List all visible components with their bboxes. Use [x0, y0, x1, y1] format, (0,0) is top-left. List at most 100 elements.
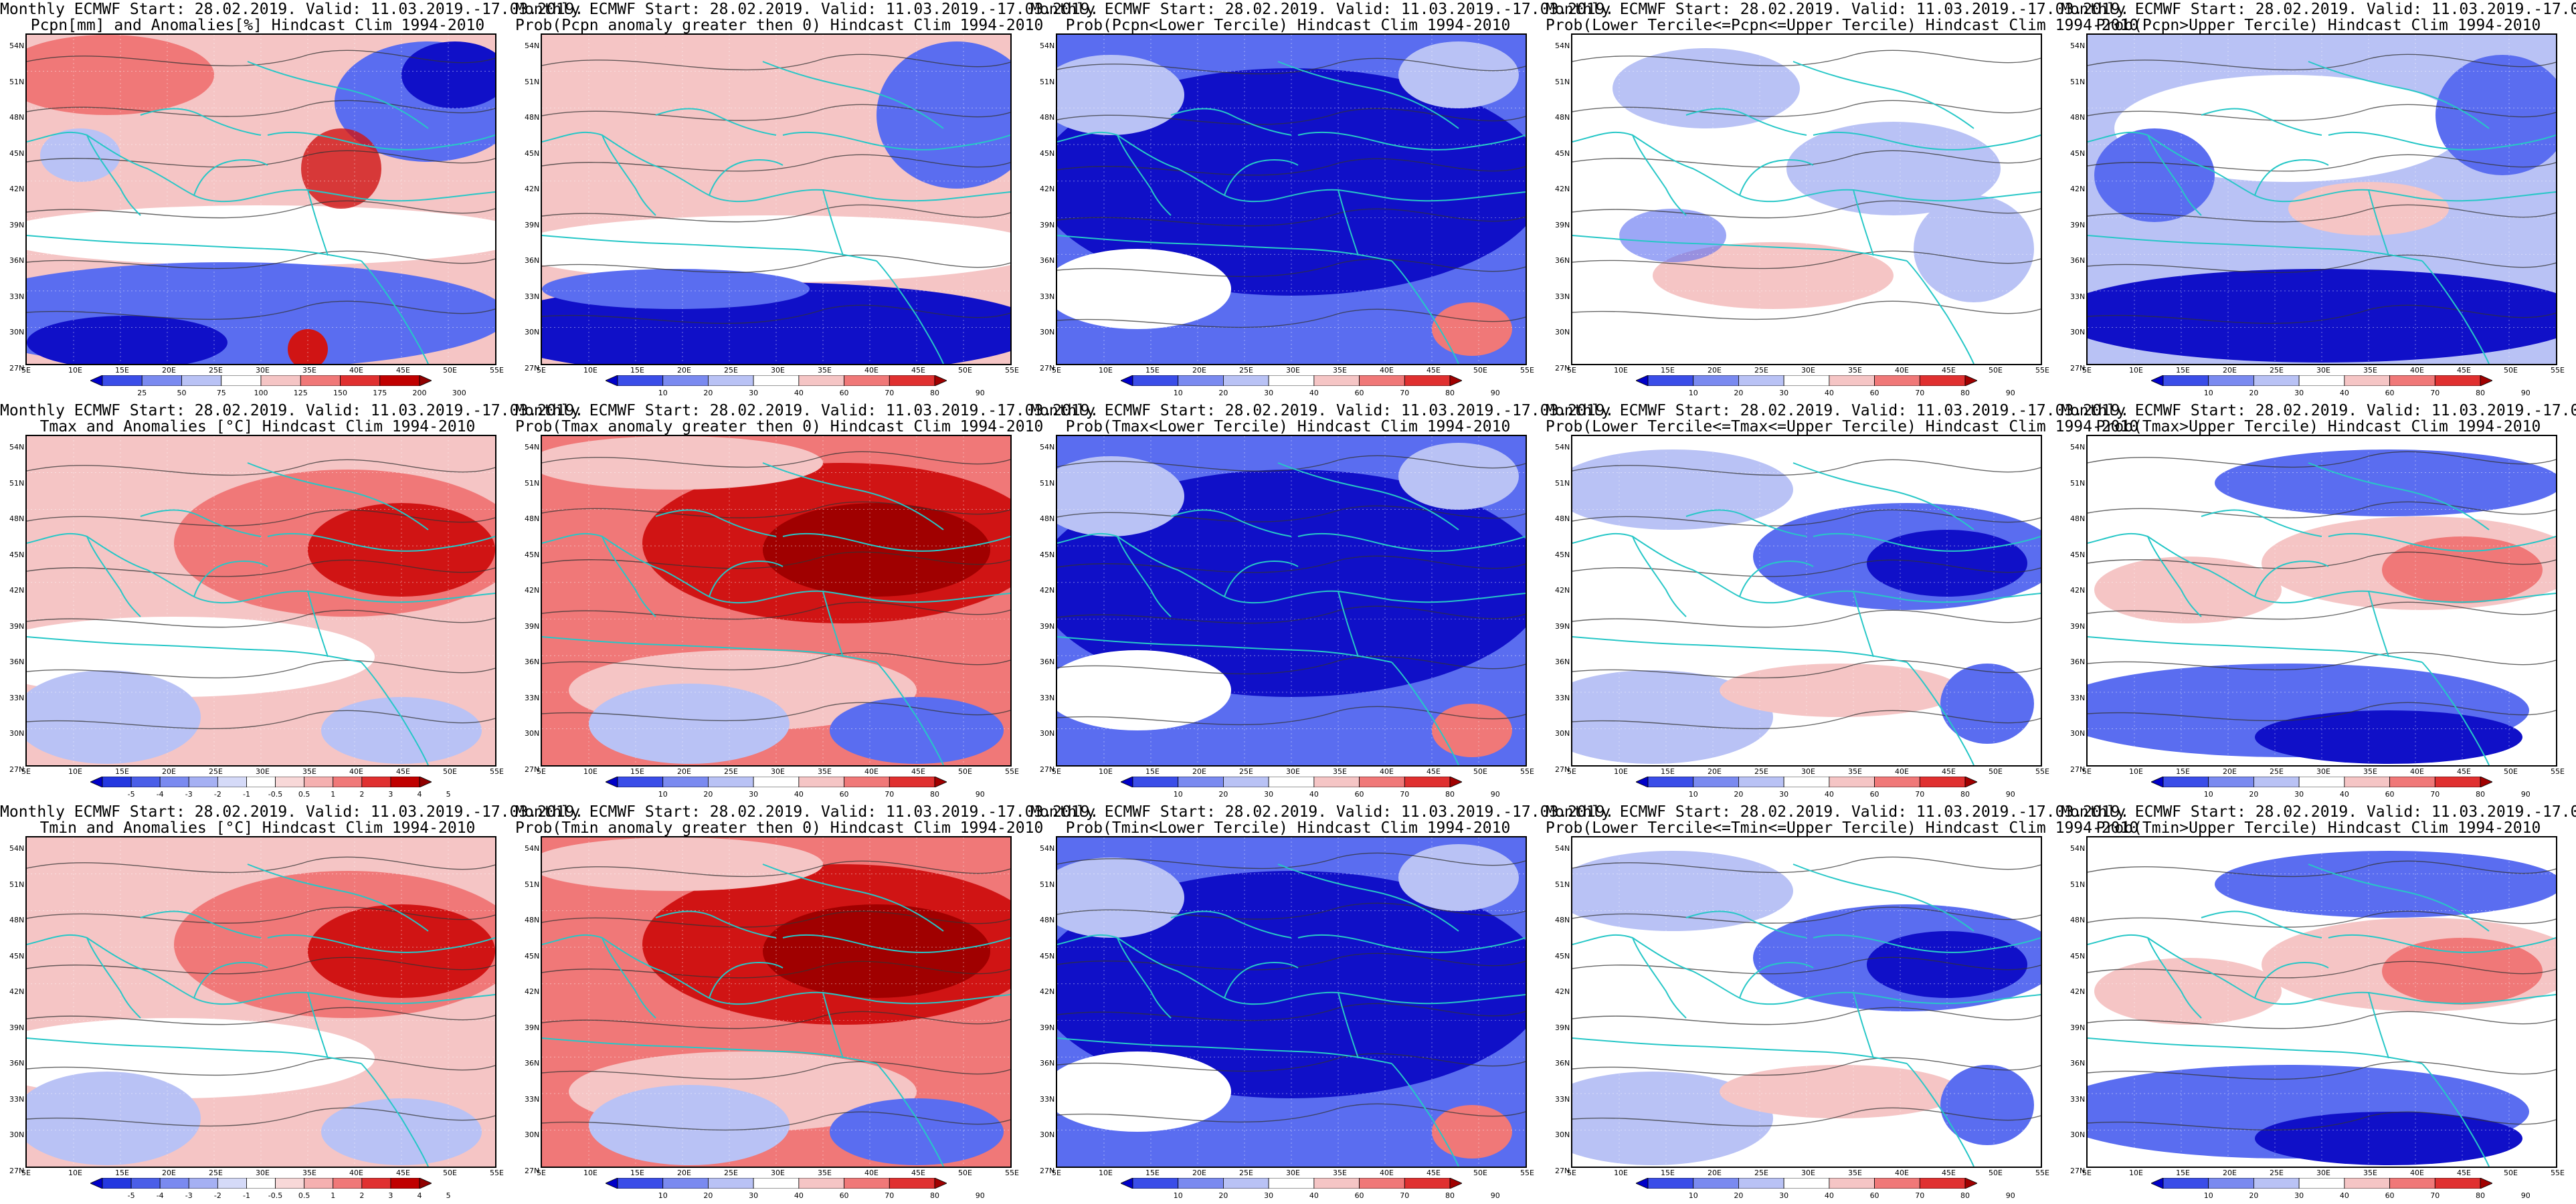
coastline — [542, 1037, 877, 1064]
coastline — [2254, 159, 2329, 196]
forecast-map-panel: Monthly ECMWF Start: 28.02.2019. Valid: … — [1030, 0, 1614, 401]
probability-low-area — [2255, 1112, 2522, 1165]
colorbar-swatch — [1178, 375, 1224, 386]
forecast-map-panel: Monthly ECMWF Start: 28.02.2019. Valid: … — [1546, 803, 2138, 1204]
latitude-tick-label: 45N — [9, 951, 25, 961]
latitude-tick-label: 45N — [1040, 148, 1055, 158]
longitude-tick-label: 50E — [958, 366, 972, 375]
coastline — [27, 636, 362, 663]
colorbar-swatch — [844, 375, 890, 386]
latitude-tick-label: 39N — [2070, 220, 2086, 229]
latitude-tick-label: 39N — [525, 621, 540, 631]
contour-line — [542, 204, 1010, 223]
colorbar-swatch — [1359, 1178, 1405, 1189]
map-area — [1571, 836, 2042, 1168]
longitude-tick-label: 5E — [537, 1169, 546, 1177]
colorbar-label: 30 — [749, 1191, 759, 1200]
coastline — [876, 260, 944, 364]
contour-line — [1057, 852, 1526, 870]
latitude-tick-label: 42N — [1040, 185, 1055, 193]
latitude-tick-label: 48N — [2070, 514, 2086, 523]
latitude-tick-label: 36N — [1555, 658, 1570, 666]
colorbar-swatch — [90, 1178, 103, 1189]
longitude-tick-label: 40E — [1895, 1169, 1909, 1177]
longitude-tick-label: 30E — [2316, 767, 2330, 776]
coastline — [762, 864, 944, 932]
colorbar-label: 60 — [839, 1191, 849, 1200]
longitude-tick-label: 35E — [1848, 1169, 1862, 1177]
coastline — [1572, 131, 2041, 203]
colorbar-label: 10 — [1173, 1191, 1183, 1200]
longitude-tick-label: 25E — [1754, 1169, 1768, 1177]
longitude-tick-label: 35E — [1333, 1169, 1347, 1177]
longitude-tick-label: 20E — [162, 366, 176, 375]
latitude-tick-label: 48N — [9, 113, 25, 122]
coastline — [267, 934, 495, 953]
coastline — [140, 910, 262, 938]
coastline — [1057, 1037, 1392, 1064]
colorbar-swatch — [1121, 777, 1133, 787]
colorbar-swatch — [188, 1178, 218, 1189]
contour-line — [27, 957, 495, 975]
contour-line — [1057, 902, 1526, 920]
probability-low-area — [1572, 449, 1793, 530]
latitude-tick-label: 36N — [2070, 256, 2086, 265]
longitude-tick-label: 45E — [911, 1169, 925, 1177]
forecast-map-panel: Monthly ECMWF Start: 28.02.2019. Valid: … — [1546, 0, 2138, 401]
longitude-tick-label: 30E — [256, 767, 270, 776]
probability-high-area — [1432, 1105, 1512, 1159]
contour-line — [542, 1011, 1010, 1029]
probability-neutral-area — [1057, 1051, 1231, 1132]
latitude-tick-label: 39N — [1555, 220, 1570, 229]
map-area — [2086, 836, 2557, 1168]
contour-line — [27, 559, 495, 577]
coastline — [602, 937, 656, 1019]
coastline — [542, 532, 1010, 604]
colorbar-label: 70 — [1400, 1191, 1410, 1200]
contour-line — [27, 509, 495, 526]
contour-line — [27, 1107, 495, 1127]
longitude-tick-label: 25E — [724, 767, 738, 776]
longitude-tick-label: 5E — [1052, 1169, 1061, 1177]
colorbar-label: 20 — [703, 790, 713, 799]
longitude-tick-label: 35E — [2363, 366, 2377, 375]
contour-line — [2088, 154, 2556, 172]
latitude-tick-label: 54N — [525, 41, 540, 50]
contour-line — [2088, 304, 2556, 324]
colorbar-label: 10 — [1688, 389, 1698, 397]
latitude-tick-label: 54N — [1040, 41, 1055, 50]
panel-title: Monthly ECMWF Start: 28.02.2019. Valid: … — [2061, 402, 2576, 419]
longitude-tick-label: 50E — [1473, 767, 1487, 776]
coastline — [1170, 910, 1292, 938]
colorbar: 10 20 30 40 60 70 80 90 — [1636, 777, 2015, 799]
panel-subtitle: Prob(Tmax<Lower Tercile) Hindcast Clim 1… — [1065, 418, 1511, 435]
latitude-tick-label: 39N — [2070, 1023, 2086, 1032]
contour-line — [1572, 1057, 2041, 1076]
forecast-map-panel: Monthly ECMWF Start: 28.02.2019. Valid: … — [0, 803, 583, 1204]
latitude-tick-label: 36N — [1040, 1059, 1055, 1068]
longitude-tick-label: 35E — [302, 366, 316, 375]
latitude-tick-label: 45N — [525, 951, 540, 961]
contour-line — [1057, 108, 1526, 125]
probability-high-area — [542, 41, 703, 108]
coastline — [1685, 509, 1807, 537]
panel-title: Monthly ECMWF Start: 28.02.2019. Valid: … — [1546, 402, 2130, 419]
colorbar-swatch — [1268, 375, 1315, 386]
latitude-tick-label: 30N — [525, 1130, 540, 1139]
latitude-tick-label: 54N — [1555, 844, 1570, 853]
colorbar-label: -0.5 — [268, 790, 283, 799]
colorbar-swatch — [217, 1178, 247, 1189]
colorbar-label: 20 — [703, 389, 713, 397]
longitude-tick-label: 45E — [396, 1169, 410, 1177]
coastline — [2421, 662, 2490, 765]
contour-line — [2088, 1061, 2556, 1080]
longitude-tick-label: 35E — [302, 1169, 316, 1177]
colorbar-swatch — [102, 1178, 132, 1189]
probability-low-area — [2215, 851, 2556, 918]
colorbar-label: 3 — [388, 790, 393, 799]
longitude-tick-label: 40E — [349, 767, 363, 776]
colorbar-label: 20 — [1734, 1191, 1744, 1200]
coastline — [762, 462, 944, 530]
colorbar-label: 90 — [975, 1191, 985, 1200]
longitude-tick-label: 15E — [115, 366, 129, 375]
